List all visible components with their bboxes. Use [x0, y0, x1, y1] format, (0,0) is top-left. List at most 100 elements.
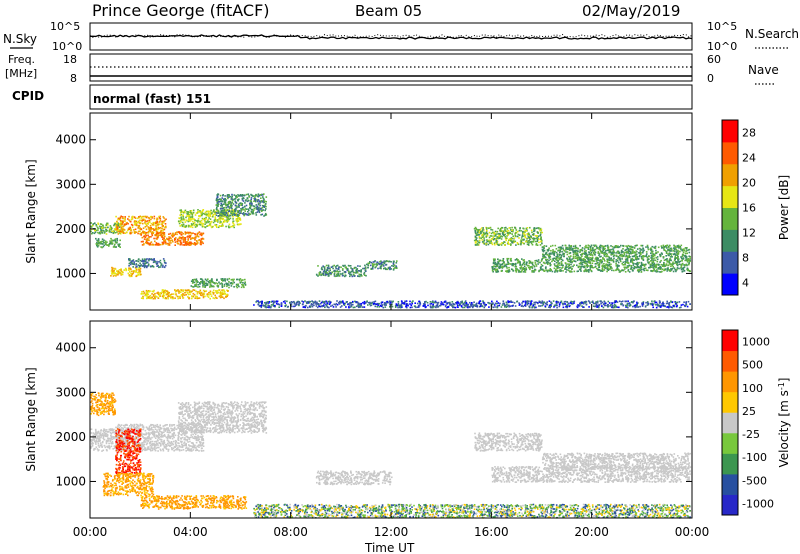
range-cell — [555, 261, 558, 264]
range-cell — [512, 235, 514, 237]
range-cell — [186, 211, 188, 213]
range-cell — [139, 228, 142, 230]
range-cell — [250, 193, 252, 196]
range-cell — [163, 226, 166, 229]
range-cell — [568, 258, 571, 260]
range-cell — [626, 265, 629, 267]
range-cell — [244, 278, 246, 281]
range-cell — [103, 241, 105, 244]
cpid-panel: CPID normal (fast) 151 — [12, 84, 693, 110]
range-cell — [372, 302, 375, 305]
range-cell — [493, 259, 496, 262]
range-cell — [112, 246, 115, 248]
range-cell — [129, 275, 131, 278]
range-cell — [535, 263, 537, 266]
range-cell — [223, 279, 226, 281]
range-cell — [244, 213, 246, 215]
range-cell — [496, 265, 498, 268]
range-cell — [148, 259, 150, 262]
range-cell — [685, 250, 687, 252]
range-cell — [485, 231, 488, 233]
range-cell — [160, 292, 163, 295]
range-cell — [220, 217, 222, 219]
range-cell — [179, 237, 181, 240]
range-cell — [239, 212, 242, 214]
range-cell — [227, 225, 230, 227]
range-cell — [206, 283, 209, 286]
range-cell — [505, 226, 507, 229]
range-cell — [626, 257, 629, 259]
range-cell — [191, 279, 194, 281]
range-cell — [502, 230, 504, 232]
range-cell — [636, 269, 639, 272]
range-cell — [261, 213, 264, 216]
range-cell — [129, 258, 131, 260]
range-cell — [182, 232, 185, 235]
range-cell — [547, 263, 549, 265]
range-cell — [519, 261, 521, 263]
range-cell — [581, 263, 584, 266]
range-cell — [486, 239, 488, 241]
range-cell — [150, 236, 152, 238]
range-cell — [231, 282, 234, 285]
range-cell — [559, 266, 561, 269]
range-cell — [241, 197, 244, 200]
range-cell — [535, 242, 538, 245]
range-cell — [251, 212, 254, 215]
range-cell — [686, 261, 689, 263]
range-cell — [623, 253, 626, 256]
range-cell — [145, 228, 148, 231]
range-cell — [139, 269, 141, 272]
range-cell — [627, 269, 630, 271]
range-cell — [232, 221, 234, 224]
range-cell — [585, 246, 587, 249]
station-title: Prince George (fitACF) — [92, 1, 270, 20]
range-cell — [655, 251, 657, 254]
range-cell — [592, 302, 595, 305]
range-cell — [506, 267, 508, 269]
range-cell — [123, 220, 126, 222]
range-cell — [185, 216, 187, 219]
range-cell — [651, 252, 654, 254]
range-cell — [231, 198, 233, 200]
range-cell — [627, 251, 630, 253]
range-cell — [258, 206, 260, 209]
range-cell — [546, 262, 549, 264]
range-cell — [508, 266, 510, 269]
range-cell — [219, 194, 222, 197]
range-cell — [214, 213, 217, 215]
range-cell — [199, 242, 202, 245]
range-cell — [571, 248, 574, 251]
range-cell — [119, 230, 121, 233]
range-cell — [248, 195, 250, 197]
range-cell — [143, 218, 145, 221]
range-cell — [588, 253, 590, 255]
range-cell — [445, 304, 447, 307]
range-cell — [123, 223, 126, 226]
range-cell — [144, 226, 147, 228]
range-cell — [628, 264, 630, 267]
range-cell — [543, 270, 545, 272]
range-cell — [193, 242, 196, 244]
range-cell — [470, 303, 473, 306]
range-cell — [122, 220, 124, 222]
range-cell — [204, 211, 207, 214]
range-cell — [583, 306, 585, 308]
range-cell — [606, 267, 609, 270]
range-cell — [203, 218, 205, 221]
range-cell — [601, 264, 604, 267]
range-cell — [318, 305, 320, 308]
range-cell — [491, 267, 494, 269]
range-cell — [134, 232, 136, 234]
range-cell — [123, 218, 126, 220]
range-cell — [159, 293, 161, 296]
range-cell — [501, 230, 503, 232]
range-cell — [146, 258, 148, 260]
range-cell — [598, 266, 601, 269]
range-cell — [150, 229, 152, 231]
range-cell — [656, 303, 659, 305]
range-cell — [666, 268, 669, 270]
range-cell — [228, 281, 230, 283]
range-cell — [247, 208, 250, 210]
